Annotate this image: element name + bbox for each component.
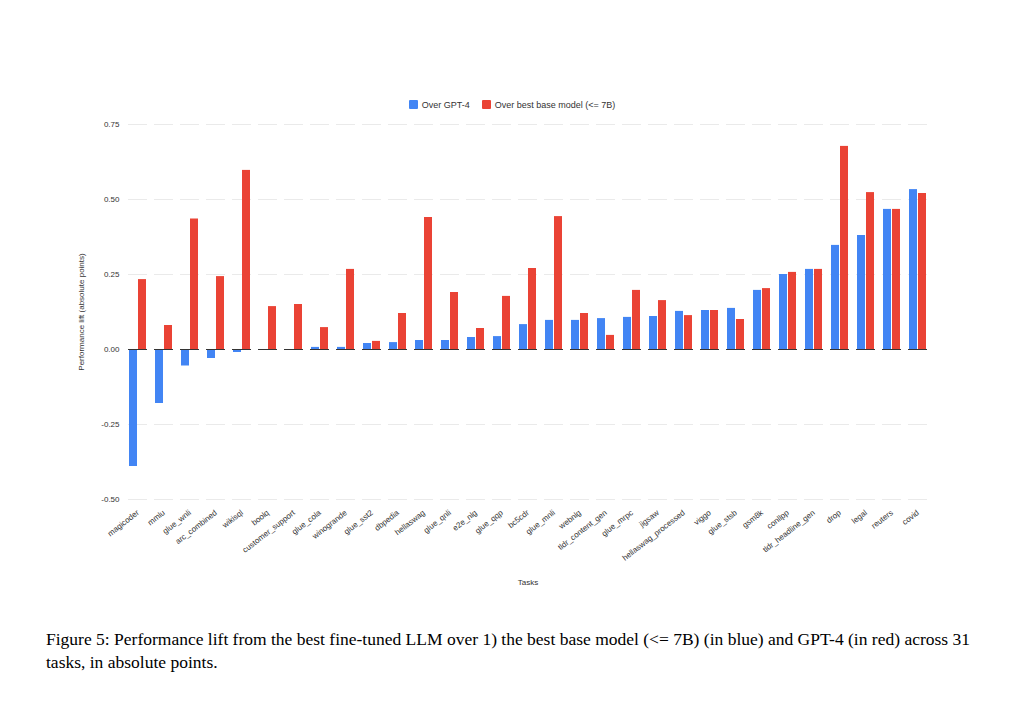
- svg-text:tldr_headline_gen: tldr_headline_gen: [761, 508, 817, 554]
- svg-text:0.50: 0.50: [104, 195, 120, 204]
- svg-text:tldr_content_gen: tldr_content_gen: [556, 508, 609, 552]
- svg-text:viggo: viggo: [692, 508, 713, 527]
- svg-text:glue_wnli: glue_wnli: [161, 508, 193, 536]
- svg-text:reuters: reuters: [870, 508, 895, 530]
- svg-text:legal: legal: [850, 508, 869, 526]
- svg-text:mmlu: mmlu: [146, 508, 167, 527]
- svg-text:glue_qnli: glue_qnli: [422, 508, 453, 535]
- svg-text:bc5cdr: bc5cdr: [506, 508, 531, 530]
- svg-text:glue_sst2: glue_sst2: [342, 508, 375, 537]
- svg-text:0.75: 0.75: [104, 120, 120, 129]
- svg-text:jigsaw: jigsaw: [637, 508, 661, 529]
- svg-text:boolq: boolq: [250, 508, 271, 527]
- svg-text:Tasks: Tasks: [518, 578, 538, 587]
- svg-text:hellaswag: hellaswag: [393, 508, 427, 537]
- svg-text:glue_mrpc: glue_mrpc: [600, 508, 635, 538]
- svg-text:webnlg: webnlg: [557, 508, 583, 531]
- svg-text:customer_support: customer_support: [241, 508, 298, 555]
- svg-text:drop: drop: [825, 508, 844, 525]
- svg-text:winogrande: winogrande: [310, 508, 349, 542]
- html-text:Over best base model (<= 7B): Over best base model (<= 7B): [494, 100, 616, 110]
- svg-text:Performance lift (absolute poi: Performance lift (absolute points): [77, 253, 86, 371]
- svg-text:magicoder: magicoder: [106, 508, 141, 538]
- html-text:Figure 5: Performance lift fro: Figure 5: Performance lift from the best…: [46, 629, 970, 672]
- svg-text:conllpp: conllpp: [765, 508, 791, 531]
- svg-text:glue_stsb: glue_stsb: [706, 508, 739, 537]
- svg-text:-0.25: -0.25: [101, 420, 120, 429]
- svg-text:glue_qqp: glue_qqp: [473, 508, 505, 536]
- svg-text:hellaswag_processed: hellaswag_processed: [621, 508, 687, 562]
- svg-text:glue_mnli: glue_mnli: [524, 508, 557, 536]
- svg-text:gsm8k: gsm8k: [741, 508, 766, 530]
- svg-text:0.25: 0.25: [104, 270, 120, 279]
- svg-text:dbpedia: dbpedia: [372, 508, 401, 533]
- html-text:Over GPT-4: Over GPT-4: [421, 100, 470, 110]
- svg-text:wikisql: wikisql: [220, 508, 245, 530]
- svg-text:0.00: 0.00: [104, 345, 120, 354]
- svg-text:-0.50: -0.50: [101, 495, 120, 504]
- svg-text:glue_cola: glue_cola: [290, 508, 323, 537]
- svg-text:covid: covid: [901, 508, 921, 527]
- svg-text:arc_combined: arc_combined: [174, 508, 219, 546]
- svg-text:e2e_nlg: e2e_nlg: [450, 508, 479, 533]
